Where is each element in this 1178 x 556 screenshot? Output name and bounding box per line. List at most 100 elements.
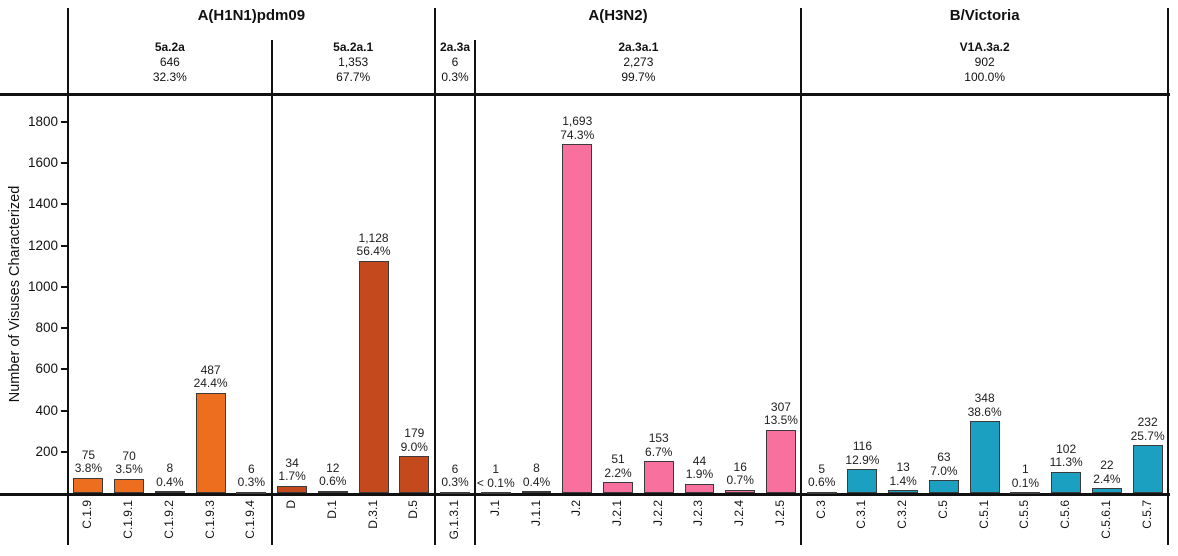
bar xyxy=(643,461,674,493)
bar-value-label: 70 3.5% xyxy=(105,448,154,477)
bar-count-label: 1 xyxy=(492,462,500,476)
subclade-total: 902 xyxy=(974,55,995,69)
bar-value-label: 348 38.6% xyxy=(960,392,1009,419)
x-tick-label: C.5.1 xyxy=(976,500,991,529)
bar-percent-label: 13.5% xyxy=(763,413,798,428)
group-title: A(H1N1)pdm09 xyxy=(197,7,306,24)
x-tick-label: C.1.9.1 xyxy=(121,500,136,539)
bar-count-label: 153 xyxy=(648,431,669,446)
group-title: A(H3N2) xyxy=(588,7,648,24)
bar-count-label: 8 xyxy=(533,461,540,476)
x-tick-label: J.2.1 xyxy=(610,500,624,527)
x-axis-line xyxy=(0,493,1170,496)
bar-percent-label: 0.6% xyxy=(319,474,347,489)
bar-count-label: 16 xyxy=(733,459,747,474)
bar xyxy=(806,491,837,494)
bar xyxy=(725,489,756,493)
bar-count-label: 75 xyxy=(81,447,96,462)
x-tick-label: C.1.9 xyxy=(80,500,95,529)
x-tick-label: J.2.5 xyxy=(772,500,787,527)
x-tick-label: D.5 xyxy=(406,500,421,519)
y-tick-mark xyxy=(61,162,68,165)
group-divider-line xyxy=(433,8,436,545)
subclade-percent: 67.7% xyxy=(336,70,371,84)
subclade-divider-line xyxy=(270,40,273,545)
y-tick-label: 800 xyxy=(35,320,58,336)
bar xyxy=(399,456,430,493)
bar-percent-label: 1.4% xyxy=(889,473,917,488)
bar-percent-label: 74.3% xyxy=(560,127,595,142)
group-divider-line xyxy=(800,8,803,545)
y-tick-label: 200 xyxy=(35,443,58,459)
bar-value-label: 116 12.9% xyxy=(838,440,887,467)
bar-count-label: 487 xyxy=(200,362,221,377)
bar xyxy=(154,491,185,494)
bar-percent-label: < 0.1% xyxy=(476,475,515,490)
bar-percent-label: 0.4% xyxy=(156,474,184,489)
bar-percent-label: 38.6% xyxy=(967,404,1002,419)
bar xyxy=(928,480,959,493)
group-divider-line xyxy=(67,8,69,545)
x-tick-label: J.2.4 xyxy=(732,500,747,527)
subclade-divider-line xyxy=(474,40,477,545)
subclade-name: 2a.3a.1 xyxy=(618,40,659,54)
bar-count-label: 6 xyxy=(247,461,255,476)
bar-count-label: 70 xyxy=(122,448,136,463)
bar-value-label: 22 2.4% xyxy=(1083,459,1132,486)
bar-percent-label: 0.7% xyxy=(726,473,754,488)
bar xyxy=(847,469,878,493)
x-tick-label: C.5.5 xyxy=(1017,500,1032,529)
bar-value-label: 75 3.8% xyxy=(64,447,113,476)
bar-count-label: 307 xyxy=(770,399,791,414)
x-tick-label: C.5.6.1 xyxy=(1098,500,1113,539)
bar-percent-label: 2.2% xyxy=(604,465,632,480)
bar-count-label: 22 xyxy=(1100,458,1114,473)
bar-count-label: 63 xyxy=(937,450,951,465)
bar-count-label: 44 xyxy=(692,453,707,468)
bar-count-label: 1,128 xyxy=(358,230,389,245)
subclade-name: 2a.3a xyxy=(440,40,471,54)
bar-value-label: 1,128 56.4% xyxy=(349,230,398,259)
bar xyxy=(236,491,267,494)
x-tick-label: C.1.9.3 xyxy=(202,500,217,539)
x-tick-label: D.3.1 xyxy=(365,500,380,529)
bar xyxy=(765,429,796,493)
bar-count-label: 102 xyxy=(1056,441,1077,456)
x-tick-label: C.5.6 xyxy=(1058,500,1073,529)
x-tick-label: J.2.3 xyxy=(691,500,706,527)
bar-value-label: 44 1.9% xyxy=(675,453,724,482)
bar-percent-label: 6.7% xyxy=(645,444,673,459)
bar-percent-label: 2.4% xyxy=(1093,471,1121,486)
bar xyxy=(562,144,593,493)
bar-percent-label: 0.1% xyxy=(1011,475,1040,490)
subclade-total: 2,273 xyxy=(623,55,654,69)
subclade-total: 6 xyxy=(451,55,459,69)
y-tick-mark xyxy=(61,450,68,453)
bar-value-label: 153 6.7% xyxy=(634,432,683,459)
bar-count-label: 12 xyxy=(326,460,340,475)
bar-count-label: 34 xyxy=(285,455,299,470)
x-tick-label: D.1 xyxy=(324,500,339,519)
bar-percent-label: 56.4% xyxy=(356,244,391,259)
x-tick-label: J.2.2 xyxy=(650,500,665,527)
bar xyxy=(114,478,145,493)
bar-value-label: 307 13.5% xyxy=(757,399,806,428)
y-tick-mark xyxy=(61,203,68,206)
bar-value-label: 1 < 0.1% xyxy=(471,462,520,490)
bar xyxy=(358,260,389,493)
x-tick-label: D xyxy=(284,500,299,509)
x-tick-label: C.3 xyxy=(813,500,828,519)
x-tick-label: C.3.1 xyxy=(854,500,869,529)
x-tick-label: C.5.7 xyxy=(1139,500,1154,529)
y-tick-mark xyxy=(61,285,68,288)
bar xyxy=(277,485,308,493)
bar xyxy=(1091,488,1122,493)
bar-percent-label: 0.4% xyxy=(522,474,551,489)
x-tick-label: J.1 xyxy=(487,500,502,517)
y-tick-label: 1000 xyxy=(27,278,58,294)
bar xyxy=(1010,492,1041,494)
subclade-total: 646 xyxy=(159,55,180,69)
header-separator-line xyxy=(0,93,1170,96)
bar-percent-label: 0.3% xyxy=(237,475,265,490)
